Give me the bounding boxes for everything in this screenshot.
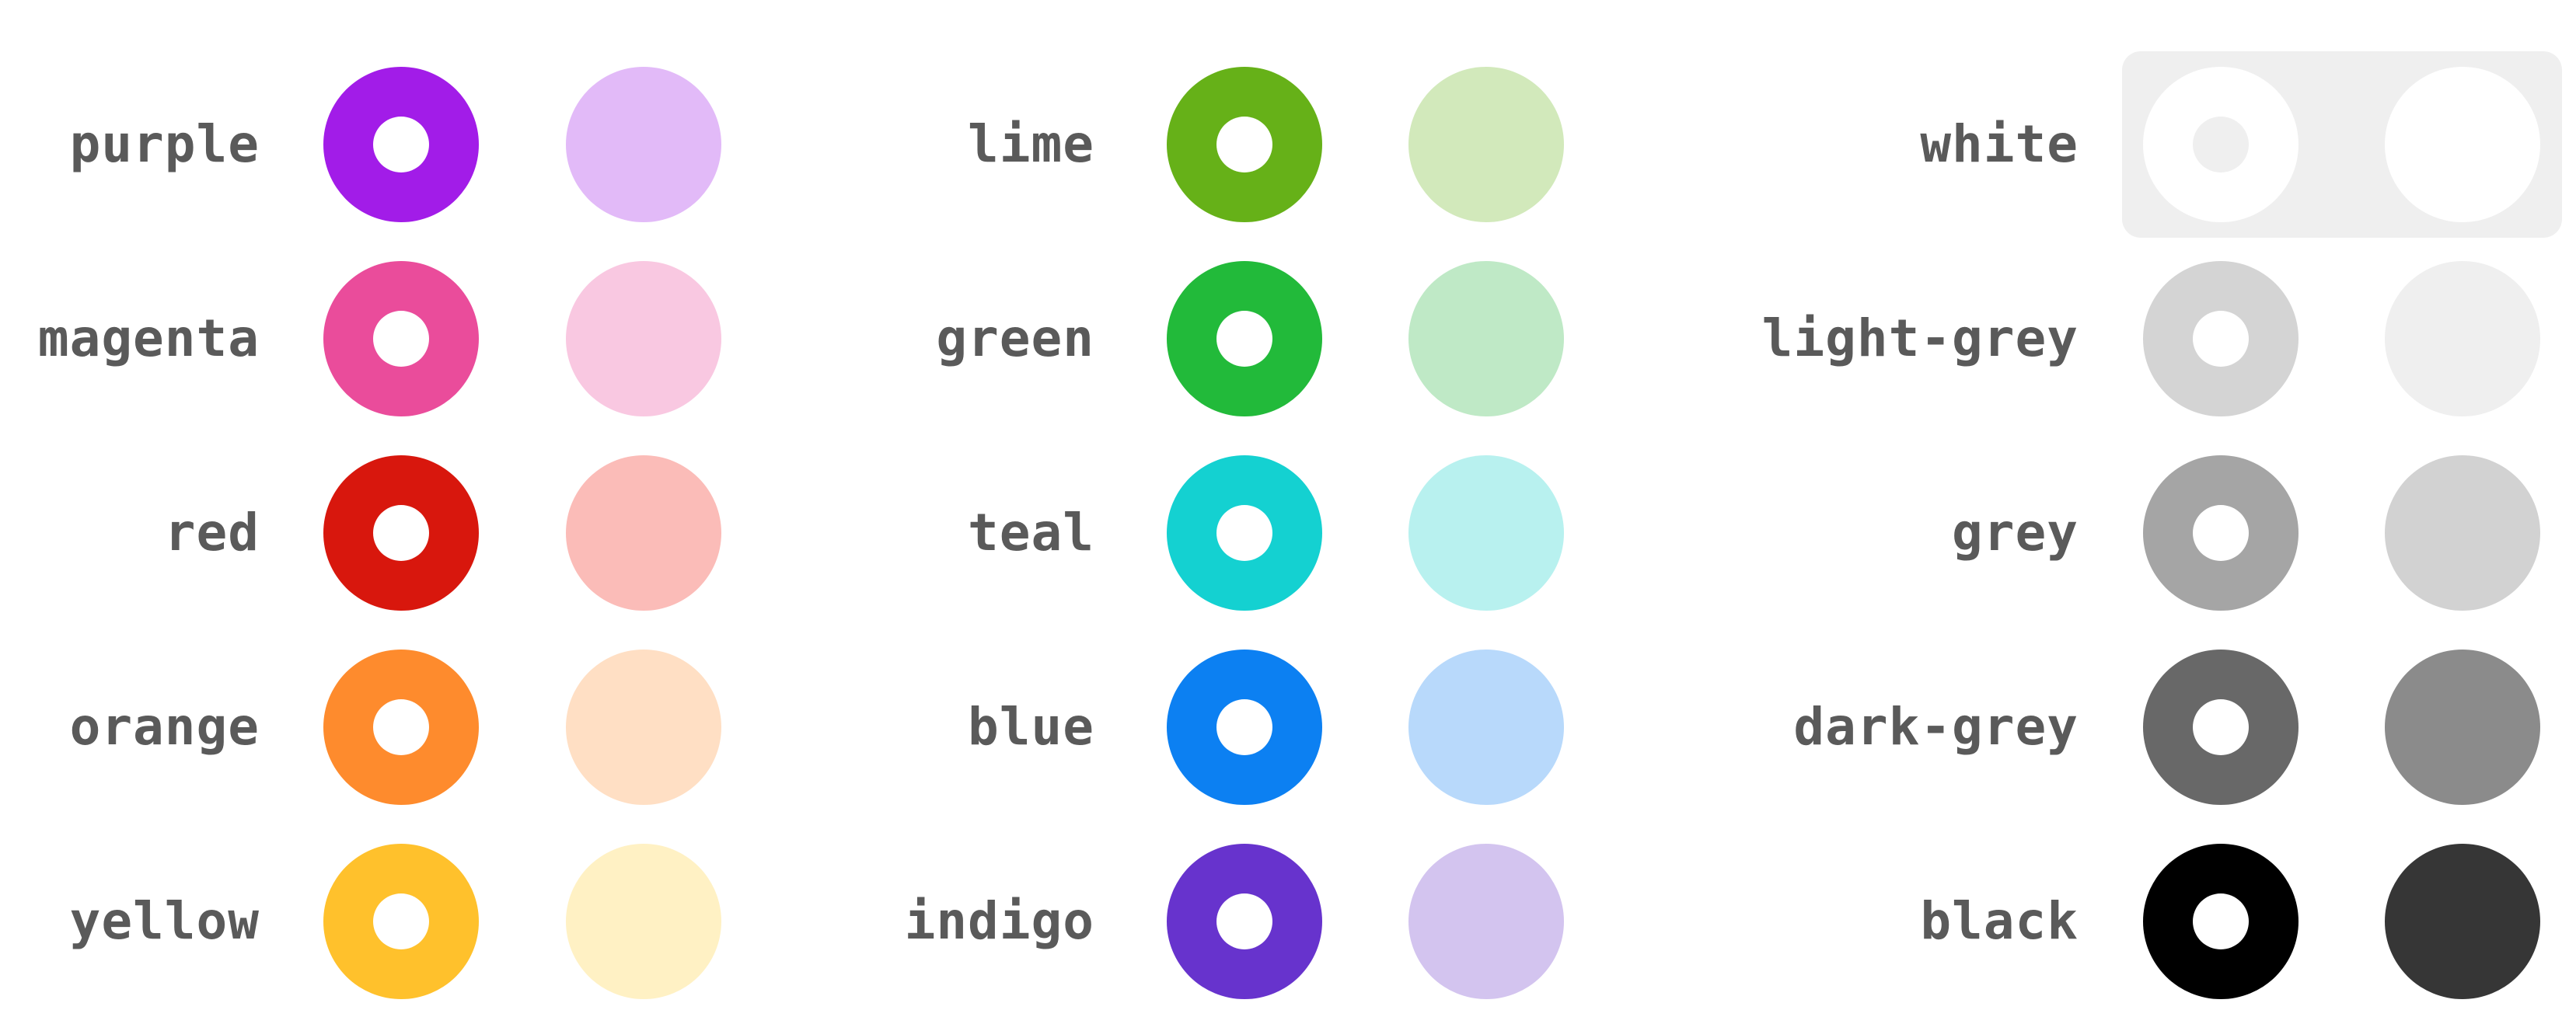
swatch-label-dark-grey: dark-grey (1793, 697, 2079, 757)
swatch-light-red (566, 455, 721, 611)
swatch-strong-white (2143, 67, 2299, 222)
swatch-hole-white (2193, 117, 2249, 172)
swatch-strong-magenta (323, 261, 479, 416)
swatch-label-teal: teal (968, 503, 1094, 563)
swatch-hole-grey (2193, 505, 2249, 561)
swatch-hole-orange (373, 699, 429, 755)
swatch-hole-yellow (373, 893, 429, 949)
swatch-light-lime (1408, 67, 1564, 222)
swatch-hole-dark-grey (2193, 699, 2249, 755)
swatch-strong-teal (1167, 455, 1322, 611)
swatch-label-black: black (1920, 891, 2079, 951)
swatch-label-green: green (936, 308, 1094, 368)
swatch-strong-light-grey (2143, 261, 2299, 416)
swatch-hole-black (2193, 893, 2249, 949)
swatch-hole-blue (1216, 699, 1272, 755)
swatch-hole-magenta (373, 311, 429, 367)
swatch-strong-dark-grey (2143, 650, 2299, 805)
swatch-label-orange: orange (69, 697, 260, 757)
swatch-light-magenta (566, 261, 721, 416)
swatch-light-dark-grey (2385, 650, 2540, 805)
swatch-light-indigo (1408, 844, 1564, 999)
swatch-label-yellow: yellow (69, 891, 260, 951)
swatch-strong-lime (1167, 67, 1322, 222)
swatch-hole-lime (1216, 117, 1272, 172)
swatch-label-magenta: magenta (37, 308, 260, 368)
swatch-light-white (2385, 67, 2540, 222)
swatch-light-black (2385, 844, 2540, 999)
swatch-hole-green (1216, 311, 1272, 367)
swatch-hole-indigo (1216, 893, 1272, 949)
swatch-light-light-grey (2385, 261, 2540, 416)
swatch-label-purple: purple (69, 114, 260, 174)
swatch-light-grey (2385, 455, 2540, 611)
swatch-strong-blue (1167, 650, 1322, 805)
swatch-hole-light-grey (2193, 311, 2249, 367)
swatch-strong-purple (323, 67, 479, 222)
swatch-light-yellow (566, 844, 721, 999)
swatch-strong-red (323, 455, 479, 611)
swatch-light-green (1408, 261, 1564, 416)
swatch-light-orange (566, 650, 721, 805)
swatch-strong-indigo (1167, 844, 1322, 999)
swatch-strong-black (2143, 844, 2299, 999)
swatch-strong-green (1167, 261, 1322, 416)
swatch-light-purple (566, 67, 721, 222)
swatch-hole-purple (373, 117, 429, 172)
swatch-label-blue: blue (968, 697, 1094, 757)
swatch-light-blue (1408, 650, 1564, 805)
swatch-label-red: red (164, 503, 260, 563)
swatch-label-grey: grey (1952, 503, 2079, 563)
swatch-hole-teal (1216, 505, 1272, 561)
swatch-label-light-grey: light-grey (1761, 308, 2079, 368)
swatch-light-teal (1408, 455, 1564, 611)
swatch-strong-orange (323, 650, 479, 805)
swatch-label-indigo: indigo (904, 891, 1094, 951)
swatch-hole-red (373, 505, 429, 561)
swatch-strong-yellow (323, 844, 479, 999)
swatch-label-lime: lime (968, 114, 1094, 174)
swatch-label-white: white (1920, 114, 2079, 174)
swatch-strong-grey (2143, 455, 2299, 611)
